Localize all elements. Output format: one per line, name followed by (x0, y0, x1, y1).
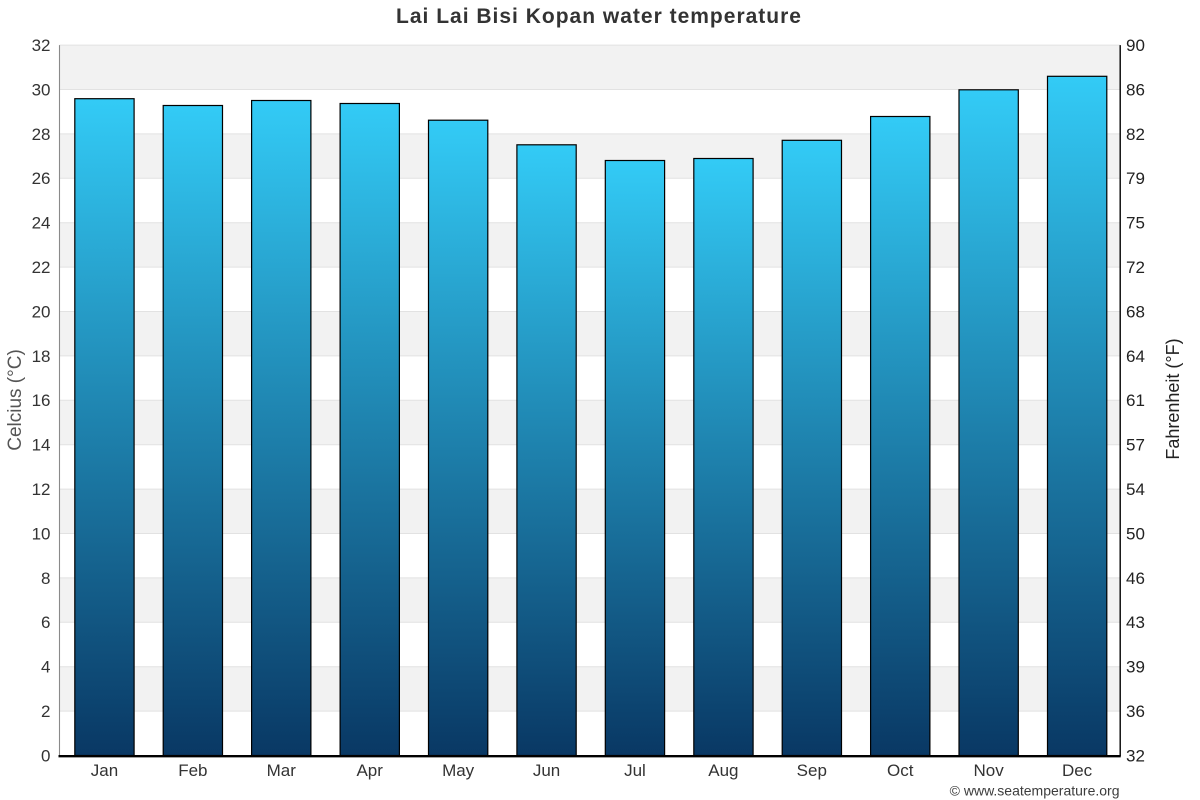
svg-text:4: 4 (41, 658, 50, 677)
svg-text:86: 86 (1126, 80, 1145, 99)
svg-text:Jan: Jan (91, 761, 118, 780)
svg-text:8: 8 (41, 569, 50, 588)
svg-text:© www.seatemperature.org: © www.seatemperature.org (950, 783, 1120, 799)
svg-text:May: May (442, 761, 475, 780)
svg-text:46: 46 (1126, 569, 1145, 588)
svg-text:79: 79 (1126, 169, 1145, 188)
svg-text:90: 90 (1126, 36, 1145, 55)
svg-text:Sep: Sep (797, 761, 827, 780)
svg-text:64: 64 (1126, 347, 1145, 366)
svg-text:61: 61 (1126, 391, 1145, 410)
svg-text:54: 54 (1126, 480, 1145, 499)
svg-text:43: 43 (1126, 613, 1145, 632)
svg-text:Jul: Jul (624, 761, 646, 780)
svg-text:32: 32 (1126, 746, 1145, 765)
svg-text:75: 75 (1126, 214, 1145, 233)
svg-text:57: 57 (1126, 436, 1145, 455)
svg-text:32: 32 (32, 36, 51, 55)
svg-text:Nov: Nov (974, 761, 1005, 780)
svg-text:82: 82 (1126, 125, 1145, 144)
svg-text:50: 50 (1126, 524, 1145, 543)
svg-text:Feb: Feb (178, 761, 207, 780)
svg-text:39: 39 (1126, 658, 1145, 677)
svg-text:26: 26 (32, 169, 51, 188)
svg-text:14: 14 (32, 436, 51, 455)
svg-text:Mar: Mar (267, 761, 297, 780)
svg-text:36: 36 (1126, 702, 1145, 721)
svg-text:Celcius (°C): Celcius (°C) (5, 349, 26, 451)
svg-text:Dec: Dec (1062, 761, 1093, 780)
svg-text:6: 6 (41, 613, 50, 632)
svg-text:30: 30 (32, 80, 51, 99)
svg-text:2: 2 (41, 702, 50, 721)
svg-text:22: 22 (32, 258, 51, 277)
svg-text:Oct: Oct (887, 761, 914, 780)
svg-text:18: 18 (32, 347, 51, 366)
svg-text:12: 12 (32, 480, 51, 499)
svg-text:Fahrenheit (°F): Fahrenheit (°F) (1163, 338, 1183, 459)
svg-text:Aug: Aug (708, 761, 738, 780)
svg-text:72: 72 (1126, 258, 1145, 277)
svg-text:24: 24 (32, 214, 51, 233)
svg-text:0: 0 (41, 746, 50, 765)
svg-text:Jun: Jun (533, 761, 560, 780)
svg-text:28: 28 (32, 125, 51, 144)
svg-text:16: 16 (32, 391, 51, 410)
svg-text:Apr: Apr (356, 761, 383, 780)
svg-text:68: 68 (1126, 302, 1145, 321)
svg-text:Lai Lai Bisi Kopan water tempe: Lai Lai Bisi Kopan water temperature (396, 5, 802, 28)
svg-text:10: 10 (32, 524, 51, 543)
svg-text:20: 20 (32, 302, 51, 321)
